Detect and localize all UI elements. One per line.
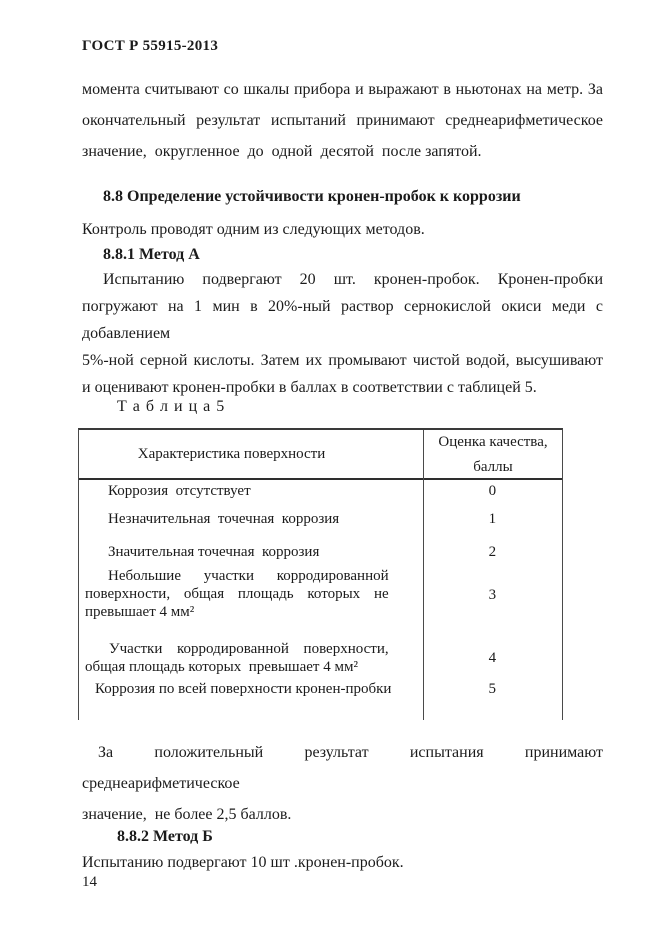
row-cell-text: Участки корродированной поверхности, общ… [79,638,423,678]
row-cell-score: 0 [488,483,497,499]
text-line: Значительная точечная коррозия [108,544,320,560]
text-line: общая площадь которых превышает 4 мм² [85,659,358,675]
text-line: За положительный результат испытания при… [82,744,603,792]
text-line: Контроль проводят одним из следующих мет… [82,221,425,238]
paragraph-method-b: Испытанию подвергают 10 шт .кронен-пробо… [82,854,404,871]
text-line: Коррозия по всей поверхности кронен-проб… [95,681,392,697]
row-cell-score: 2 [488,544,497,560]
table5: Характеристика поверхности Оценка качест… [78,428,563,720]
section-heading-8-8-2: 8.8.2 Метод Б [117,828,213,845]
text-line: поверхности, общая площадь которых не [85,586,389,602]
table-row: Небольшие участки корродированной поверх… [79,566,562,638]
paragraph-intro: момента считывают со шкалы прибора и выр… [82,74,603,167]
column-header-surface: Характеристика поверхности [137,445,326,462]
text-line: Незначительная точечная коррозия [108,511,340,527]
row-cell-text: Значительная точечная коррозия [79,541,423,566]
text-line: значение, не более 2,5 баллов. [82,806,292,823]
column-header-score: Оценка качества, баллы [424,430,562,478]
row-cell-text: Незначительная точечная коррозия [79,508,423,541]
text-line: Испытанию подвергают 20 шт. кронен-пробо… [103,271,603,288]
table-row: Коррозия по всей поверхности кронен-проб… [79,678,562,721]
table-caption: Т а б л и ц а 5 [117,398,226,415]
text-line: погружают на 1 мин в 20%-ный раствор сер… [82,298,603,315]
text-line: добавлением [82,325,171,342]
table-column-divider [423,430,424,720]
section-heading-8-8-1: 8.8.1 Метод А [103,246,200,263]
row-cell-text: Небольшие участки корродированной поверх… [79,566,423,638]
text-line: момента считывают со шкалы прибора и выр… [82,81,603,98]
text-line: окончательный результат испытаний приним… [82,112,603,129]
table-row: Незначительная точечная коррозия 1 [79,508,562,541]
table-row: Значительная точечная коррозия 2 [79,541,562,566]
paragraph-method-a: Испытанию подвергают 20 шт. кронен-пробо… [82,266,603,401]
table-header-row: Характеристика поверхности Оценка качест… [79,430,562,480]
paragraph-result: За положительный результат испытания при… [82,737,603,830]
text-line: Участки корродированной поверхности, [109,641,389,657]
standard-code: ГОСТ Р 55915-2013 [82,38,219,54]
row-cell-text: Коррозия отсутствует [79,480,423,508]
text-line: и оценивают кронен-пробки в баллах в соо… [82,379,537,396]
text-line: Небольшие участки корродированной [108,568,389,584]
column-header-score-line2: баллы [473,458,513,475]
section-heading-8-8: 8.8 Определение устойчивости кронен-проб… [103,188,521,205]
row-cell-score: 4 [488,650,497,666]
table-row: Участки корродированной поверхности, общ… [79,638,562,678]
row-cell-score: 1 [488,511,497,527]
row-cell-score: 5 [488,681,497,697]
column-header-score-line1: Оценка качества, [438,433,548,450]
paragraph-control: Контроль проводят одним из следующих мет… [82,214,603,245]
table-row: Коррозия отсутствует 0 [79,480,562,508]
page-number: 14 [82,874,97,890]
row-cell-text: Коррозия по всей поверхности кронен-проб… [79,678,423,721]
text-line: 5%-ной серной кислоты. Затем их промываю… [82,352,603,369]
text-line: превышает 4 мм² [85,604,195,620]
text-line: Коррозия отсутствует [108,483,251,499]
text-line: значение, округленное до одной десятой п… [82,143,482,160]
row-cell-score: 3 [488,587,497,603]
